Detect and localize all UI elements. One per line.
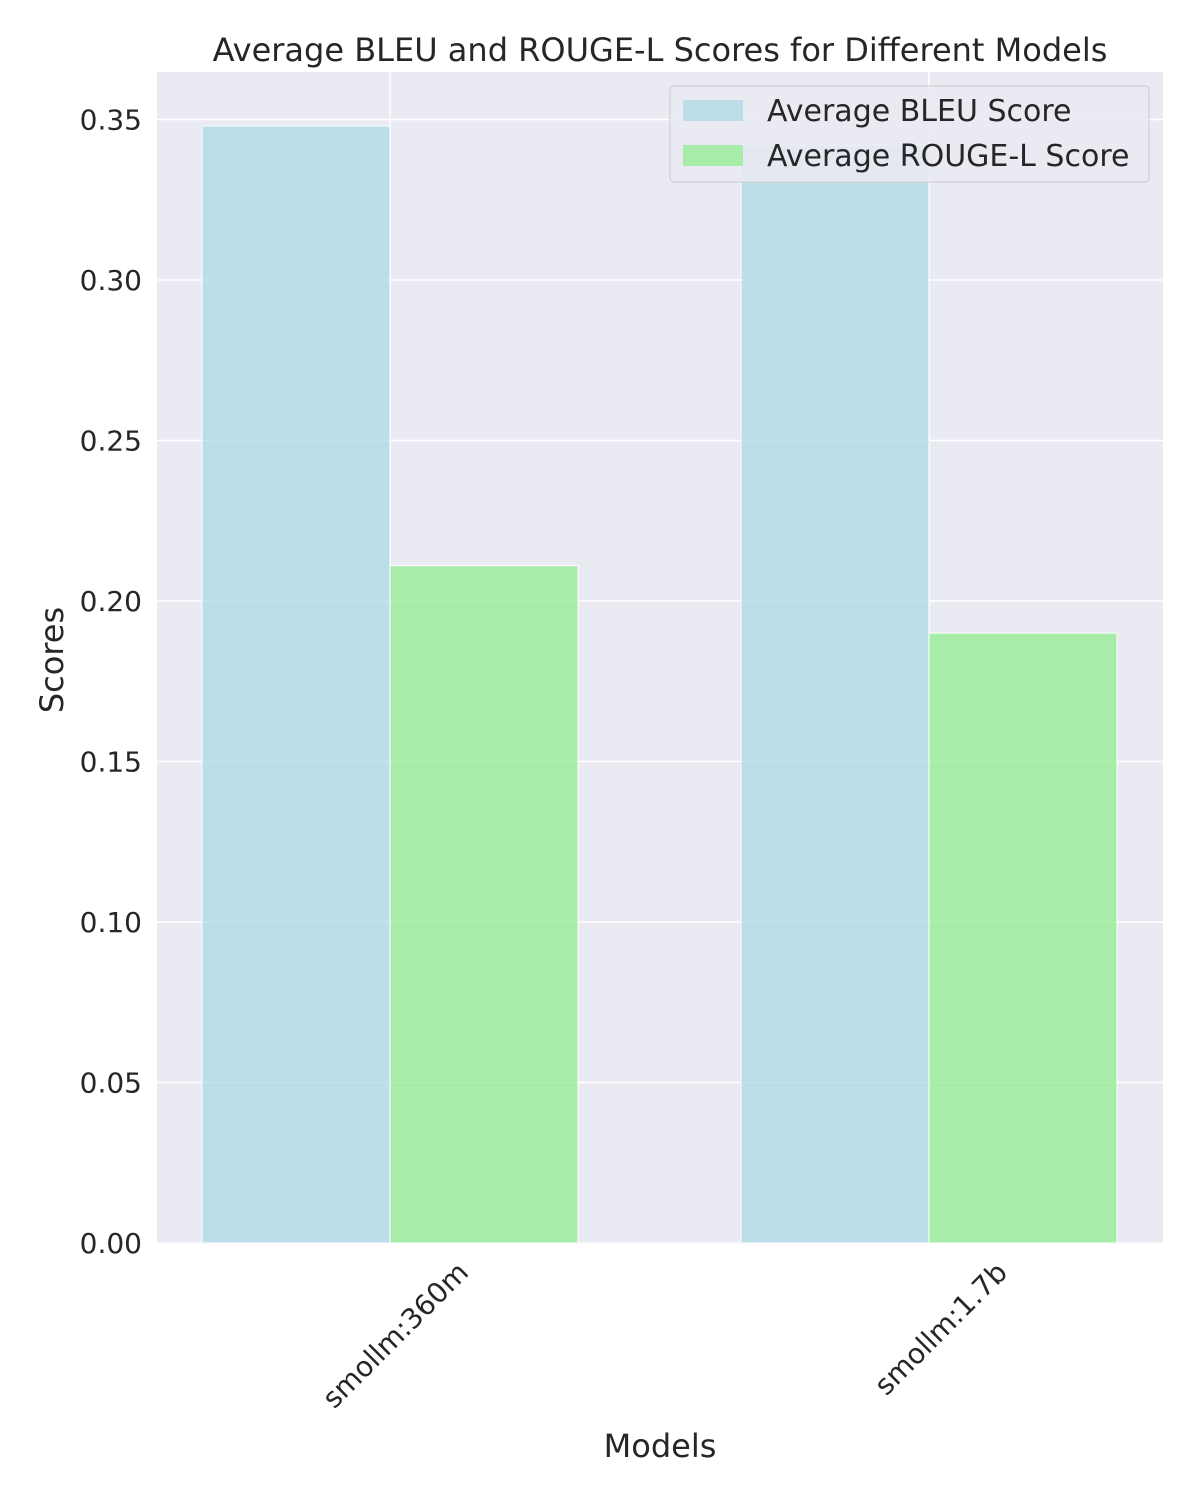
legend-label-bleu: Average BLEU Score — [767, 94, 1072, 129]
y-tick-label: 0.25 — [80, 425, 142, 458]
y-tick-label: 0.00 — [80, 1227, 142, 1260]
y-tick-label: 0.20 — [80, 585, 142, 618]
x-tick-label: smollm:1.7b — [868, 1256, 1014, 1402]
rouge-bar-smollm-360m — [389, 565, 579, 1244]
y-tick-labels: 0.00 0.05 0.10 0.15 0.20 0.25 0.30 0.35 — [80, 104, 142, 1261]
y-tick-label: 0.15 — [80, 746, 142, 779]
legend-swatch-bleu — [683, 100, 743, 121]
y-tick-label: 0.05 — [80, 1067, 142, 1100]
legend-label-rouge: Average ROUGE-L Score — [767, 139, 1129, 174]
x-tick-label: smollm:360m — [316, 1256, 475, 1415]
x-axis-label: Models — [604, 1427, 717, 1465]
x-tick-labels: smollm:360m smollm:1.7b — [316, 1256, 1014, 1415]
bars — [201, 125, 1118, 1244]
y-axis-label: Scores — [33, 607, 71, 713]
legend-box — [669, 85, 1150, 183]
bleu-bar-smollm-360m — [201, 125, 391, 1244]
y-tick-label: 0.30 — [80, 264, 142, 297]
bleu-bar-smollm-1-7b — [740, 144, 930, 1244]
rouge-bar-smollm-1-7b — [928, 632, 1118, 1244]
y-tick-label: 0.35 — [80, 104, 142, 137]
legend: Average BLEU Score Average ROUGE-L Score — [669, 85, 1150, 183]
y-tick-label: 0.10 — [80, 906, 142, 939]
legend-swatch-rouge — [683, 145, 743, 166]
chart-title: Average BLEU and ROUGE-L Scores for Diff… — [213, 31, 1108, 69]
